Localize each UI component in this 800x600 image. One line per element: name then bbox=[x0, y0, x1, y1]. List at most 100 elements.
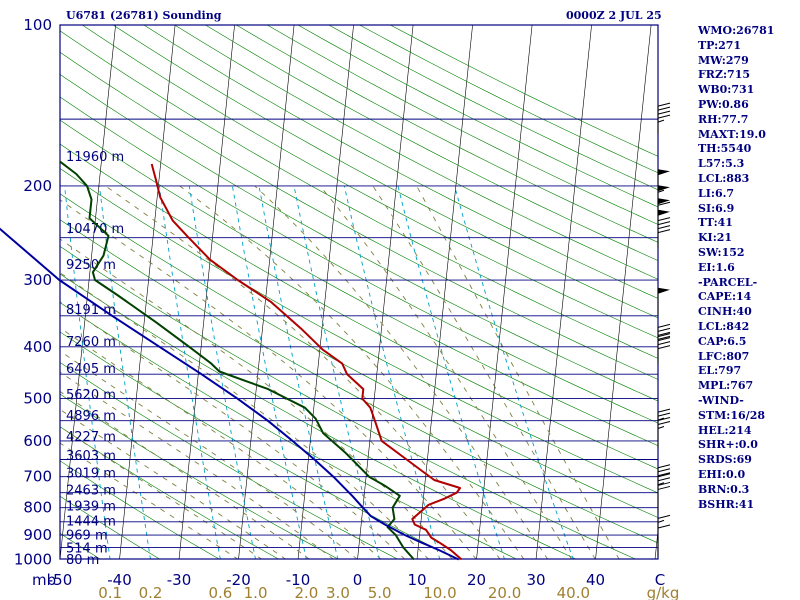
height-label: 1444 m bbox=[66, 514, 116, 529]
temperature-axis-label: C bbox=[655, 571, 665, 589]
wind-barb bbox=[657, 408, 671, 441]
index-item: SI:6.9 bbox=[698, 201, 735, 215]
height-label: 11960 m bbox=[66, 150, 124, 165]
height-label: 10470 m bbox=[66, 222, 124, 237]
dry-adiabat bbox=[60, 362, 398, 559]
index-item: L57:5.3 bbox=[698, 157, 745, 171]
wind-barb bbox=[657, 102, 671, 135]
wind-barb bbox=[657, 287, 670, 316]
height-label: 3019 m bbox=[66, 467, 116, 482]
index-item: SW:152 bbox=[698, 245, 745, 259]
dry-adiabat bbox=[60, 219, 658, 544]
mixing-ratio-line bbox=[293, 185, 380, 559]
isotherm bbox=[535, 25, 592, 559]
index-item: SHR+:0.0 bbox=[698, 438, 758, 452]
moist-adiabat bbox=[60, 301, 406, 559]
isotherm bbox=[416, 25, 473, 559]
station-title: U6781 (26781) Sounding bbox=[66, 9, 222, 22]
index-item: FRZ:715 bbox=[698, 68, 751, 82]
wind-barb-pennant bbox=[658, 185, 670, 192]
moist-adiabat bbox=[319, 185, 572, 559]
wind-barb-flag bbox=[657, 331, 671, 336]
mixing-ratio-line bbox=[98, 185, 151, 559]
wind-barb-pennant bbox=[658, 209, 670, 216]
wind-barb-flag bbox=[657, 229, 671, 234]
indices-list: WMO:26781 TP:271 MW:279 FRZ:715 WB0:731 PW:0.… bbox=[698, 24, 774, 512]
index-item: HEL:214 bbox=[698, 423, 752, 437]
wind-barb bbox=[657, 514, 671, 547]
moist-adiabat bbox=[60, 371, 334, 559]
wind-barb-flag bbox=[657, 514, 671, 519]
mixing-ratio-tick-label: 40.0 bbox=[557, 584, 590, 600]
pressure-tick-label: 700 bbox=[23, 468, 52, 486]
pressure-axis-label: mb bbox=[32, 571, 56, 589]
wind-barb-flag bbox=[657, 464, 671, 469]
wind-barb-flag bbox=[657, 481, 671, 486]
pressure-tick-label: 500 bbox=[23, 390, 52, 408]
dry-adiabat bbox=[60, 51, 658, 380]
wind-barb-flag bbox=[657, 345, 671, 350]
wind-barb bbox=[657, 481, 671, 514]
dry-adiabat bbox=[60, 460, 220, 559]
moist-adiabat bbox=[60, 408, 287, 559]
dry-adiabat bbox=[60, 74, 658, 402]
mixing-ratio-line bbox=[158, 185, 221, 559]
dry-adiabat bbox=[60, 331, 458, 559]
index-item: TH:5540 bbox=[698, 142, 752, 156]
dry-adiabat bbox=[236, 25, 658, 243]
height-label: 514 m bbox=[66, 542, 108, 557]
dry-adiabat bbox=[267, 25, 658, 225]
index-item: MPL:767 bbox=[698, 379, 754, 393]
wind-barb-flag bbox=[657, 221, 671, 226]
mixing-ratio-tick-label: 2.0 bbox=[295, 584, 319, 600]
mixing-ratio-axis-label: g/kg bbox=[647, 584, 680, 600]
mixing-ratio-tick-label: 3.0 bbox=[326, 584, 350, 600]
index-item: CAPE:14 bbox=[698, 290, 752, 304]
height-label: 80 m bbox=[66, 553, 99, 568]
mixing-ratio-tick-label: 0.1 bbox=[98, 584, 122, 600]
wind-barb-half-flag bbox=[657, 189, 665, 193]
height-label: 6405 m bbox=[66, 362, 116, 377]
index-item: TT:41 bbox=[698, 216, 733, 230]
height-label: 3603 m bbox=[66, 449, 116, 464]
height-label: 969 m bbox=[66, 528, 108, 543]
wind-barb-flag bbox=[657, 477, 671, 482]
dry-adiabat bbox=[60, 273, 577, 559]
temperature-tick-label: -30 bbox=[167, 571, 192, 589]
wind-barb-flag bbox=[657, 421, 671, 426]
wind-barb-flag bbox=[657, 333, 671, 338]
wind-barb-half-flag bbox=[657, 119, 665, 123]
index-item: -WIND- bbox=[698, 393, 744, 407]
mixing-ratio-tick-label: 10.0 bbox=[423, 584, 456, 600]
moist-adiabat bbox=[179, 185, 525, 559]
isotherm bbox=[119, 25, 176, 559]
mixing-ratio-tick-label: 1.0 bbox=[244, 584, 268, 600]
index-item: LCL:883 bbox=[698, 171, 750, 185]
index-item: PW:0.86 bbox=[698, 97, 749, 111]
temperature-tick-label: 30 bbox=[526, 571, 545, 589]
temperature-tick-label: -10 bbox=[286, 571, 311, 589]
temperature-tick-label: -40 bbox=[107, 571, 132, 589]
pressure-tick-label: 800 bbox=[23, 499, 52, 517]
isotherm bbox=[178, 25, 235, 559]
wind-barb-flag bbox=[657, 110, 671, 115]
height-label: 2463 m bbox=[66, 484, 116, 499]
dry-adiabat bbox=[174, 25, 658, 280]
wind-barb-flag bbox=[657, 412, 671, 417]
pressure-tick-label: 400 bbox=[23, 338, 52, 356]
pressure-tick-label: 200 bbox=[23, 177, 52, 195]
moist-adiabat bbox=[254, 185, 549, 559]
isotherm bbox=[297, 25, 354, 559]
isotherm bbox=[476, 25, 533, 559]
index-item: TP:271 bbox=[698, 38, 742, 52]
pressure-tick-label: 900 bbox=[23, 526, 52, 544]
wind-barb-flag bbox=[657, 408, 671, 413]
dry-adiabat bbox=[60, 393, 339, 559]
dry-adiabat bbox=[60, 246, 636, 559]
index-item: WB0:731 bbox=[698, 83, 755, 97]
temperature-tick-label: -50 bbox=[48, 571, 73, 589]
index-item: BSHR:41 bbox=[698, 497, 755, 511]
index-item: WMO:26781 bbox=[698, 24, 775, 37]
temperature-tick-label: -20 bbox=[226, 571, 251, 589]
parcel-profile bbox=[0, 227, 460, 561]
